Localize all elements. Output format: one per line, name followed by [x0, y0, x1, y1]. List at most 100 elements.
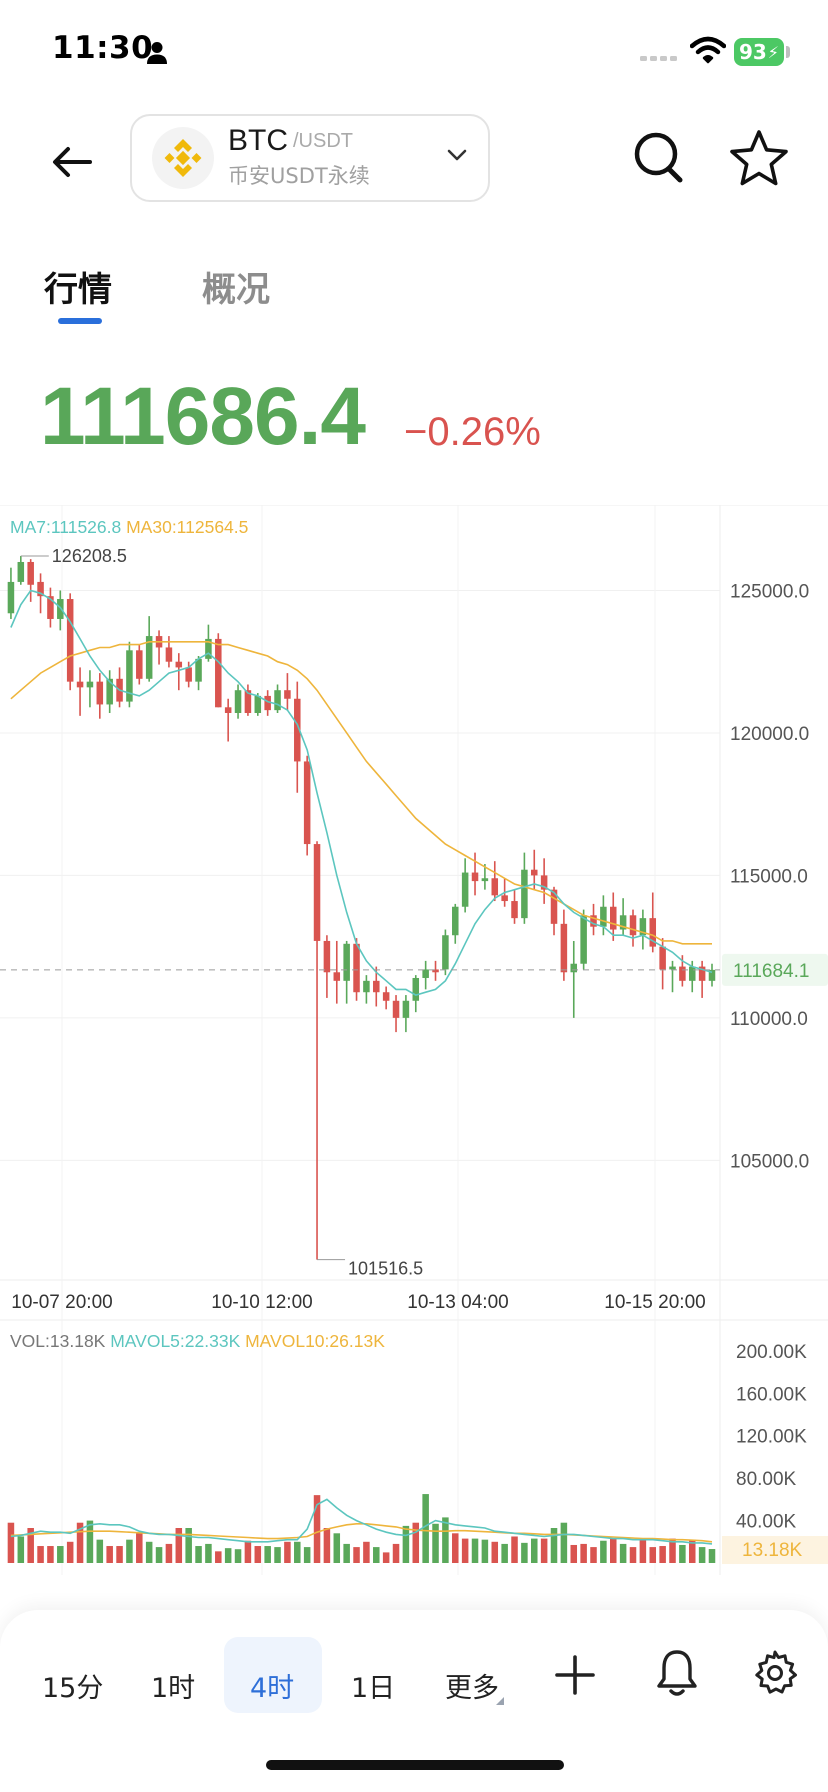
volume-bar	[531, 1538, 538, 1563]
settings-gear-icon[interactable]	[752, 1650, 798, 1696]
back-arrow-icon[interactable]	[50, 140, 94, 184]
volume-bar	[550, 1528, 558, 1563]
candle-body	[27, 561, 34, 585]
symbol-selector[interactable]	[130, 114, 490, 202]
volume-bar	[382, 1552, 390, 1563]
person-icon	[147, 42, 167, 64]
volume-bar	[422, 1494, 429, 1563]
volume-bar	[442, 1517, 449, 1563]
volume-bar	[175, 1528, 183, 1563]
interval-4h-button[interactable]: 4时	[250, 1673, 295, 1704]
kline-chart[interactable]: 125000.0 120000.0 115000.0 110000.0 105000.0…	[0, 505, 828, 1580]
volume-bar	[66, 1541, 74, 1563]
mavol5-legend: MAVOL5:22.33K	[110, 1331, 245, 1351]
volume-bar	[343, 1543, 350, 1563]
time-axis-tick: 10-10 12:00	[211, 1292, 312, 1313]
favorite-star-icon[interactable]	[728, 128, 790, 190]
candle-body	[7, 581, 15, 614]
search-icon[interactable]	[632, 130, 690, 188]
volume-bar	[165, 1543, 173, 1563]
last-price: 111686.4	[40, 371, 366, 462]
volume-bar	[136, 1533, 143, 1563]
volume-bar	[195, 1546, 202, 1563]
time-axis-tick: 10-07 20:00	[11, 1292, 112, 1313]
interval-15m-button[interactable]: 15分	[42, 1673, 104, 1704]
tab-market[interactable]: 行情	[44, 270, 112, 310]
volume-bar	[521, 1542, 528, 1563]
interval-1d-button[interactable]: 1日	[351, 1673, 396, 1704]
candle-body	[343, 943, 350, 981]
high-price-label: 126208.5	[52, 546, 127, 566]
volume-bar	[333, 1533, 341, 1563]
volume-bar	[116, 1546, 123, 1563]
candle-body	[481, 878, 489, 882]
candle-body	[284, 690, 291, 699]
volume-axis-tick: 120.00K	[736, 1427, 807, 1448]
vol-legend: VOL:13.18K	[10, 1331, 110, 1351]
volume-bar	[373, 1547, 380, 1563]
volume-bar	[57, 1546, 64, 1563]
candle-body	[234, 690, 242, 713]
candle-body	[175, 661, 183, 668]
volume-bar	[649, 1547, 657, 1563]
candle-body	[303, 761, 311, 845]
volume-bar	[580, 1543, 587, 1563]
volume-bar	[600, 1540, 607, 1563]
candle-body	[106, 678, 113, 705]
time-axis-tick: 10-15 20:00	[604, 1292, 705, 1313]
candle-body	[126, 650, 133, 702]
price-axis-tick: 115000.0	[730, 866, 808, 887]
interval-active-highlight	[224, 1637, 322, 1713]
candle-body	[590, 915, 597, 927]
current-price-label: 111684.1	[733, 961, 809, 982]
candle-body	[47, 596, 54, 619]
interval-1h-button[interactable]: 1时	[151, 1673, 196, 1704]
candle-body	[570, 963, 578, 973]
volume-axis-tick: 80.00K	[736, 1469, 797, 1490]
candle-body	[274, 690, 281, 711]
candle-body	[402, 1000, 410, 1018]
volume-current-tag	[722, 1536, 828, 1565]
volume-bar	[313, 1495, 321, 1563]
volume-bar	[96, 1539, 104, 1563]
price-axis-tick: 110000.0	[730, 1009, 808, 1030]
volume-bar	[126, 1539, 133, 1563]
plus-icon[interactable]	[555, 1655, 595, 1695]
volume-bar	[323, 1528, 331, 1563]
status-time: 11:30	[52, 30, 154, 66]
battery-cap	[786, 46, 790, 58]
ma7-line	[10, 589, 713, 996]
candle-body	[37, 581, 44, 597]
tab-overview[interactable]: 概况	[202, 270, 270, 310]
candle-body	[66, 599, 74, 682]
volume-bar	[471, 1538, 479, 1563]
candle-body	[165, 647, 173, 662]
volume-bar	[7, 1522, 15, 1563]
candle-body	[560, 923, 568, 973]
mavol5-line	[10, 1498, 713, 1545]
volume-bar	[303, 1547, 311, 1563]
bell-icon[interactable]	[656, 1648, 698, 1698]
ma30-line	[10, 641, 712, 945]
interval-more-button[interactable]: 更多	[445, 1673, 499, 1704]
home-indicator	[266, 1760, 564, 1770]
candle-body	[244, 690, 252, 713]
candle-body	[501, 895, 508, 902]
candle-body	[185, 667, 192, 682]
volume-bar	[501, 1543, 508, 1563]
candle-body	[353, 943, 360, 993]
candle-body	[373, 980, 380, 993]
volume-bar	[688, 1539, 696, 1563]
volume-bar	[205, 1543, 212, 1563]
mavol10-legend: MAVOL10:26.13K	[245, 1331, 385, 1351]
volume-bar	[17, 1536, 25, 1563]
volume-bar	[639, 1538, 647, 1563]
battery-level: 93	[738, 40, 767, 64]
volume-bar	[215, 1551, 222, 1563]
candle-body	[688, 966, 696, 981]
candle-body	[215, 638, 222, 708]
candle-body	[708, 969, 716, 981]
candle-body	[294, 698, 301, 762]
volume-bar	[402, 1525, 410, 1563]
candle-body	[610, 906, 617, 930]
